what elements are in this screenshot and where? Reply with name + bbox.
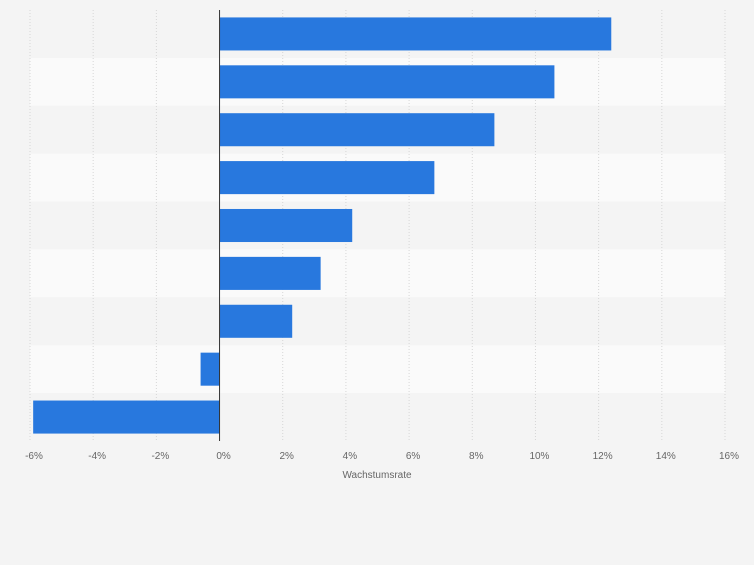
bar [219, 17, 612, 51]
x-tick-label: 8% [469, 451, 484, 462]
x-tick-labels: -6% -4% -2% 0% 2% 4% 6% 8% 10% 12% 14% 16% [25, 451, 739, 462]
bar [219, 208, 353, 243]
row-band [30, 249, 725, 298]
row-band [30, 297, 725, 346]
bar [219, 304, 293, 338]
x-tick-label: 12% [593, 451, 613, 462]
row-band [30, 345, 725, 394]
x-tick-label: 0% [216, 451, 231, 462]
bar [219, 256, 321, 290]
x-tick-label: 14% [656, 451, 676, 462]
bar [219, 65, 555, 99]
x-tick-label: -4% [88, 451, 106, 462]
x-tick-label: -2% [151, 451, 169, 462]
bars [33, 17, 612, 434]
x-tick-label: 4% [343, 451, 358, 462]
row-band [30, 201, 725, 250]
x-axis-label: Wachstumsrate [342, 470, 412, 481]
x-tick-label: 10% [529, 451, 549, 462]
bar [200, 352, 220, 386]
x-tick-label: 2% [280, 451, 295, 462]
bar [219, 113, 495, 147]
x-tick-label: 6% [406, 451, 421, 462]
bar [33, 400, 220, 434]
bar [219, 161, 435, 195]
x-tick-label: -6% [25, 451, 43, 462]
x-tick-label: 16% [719, 451, 739, 462]
